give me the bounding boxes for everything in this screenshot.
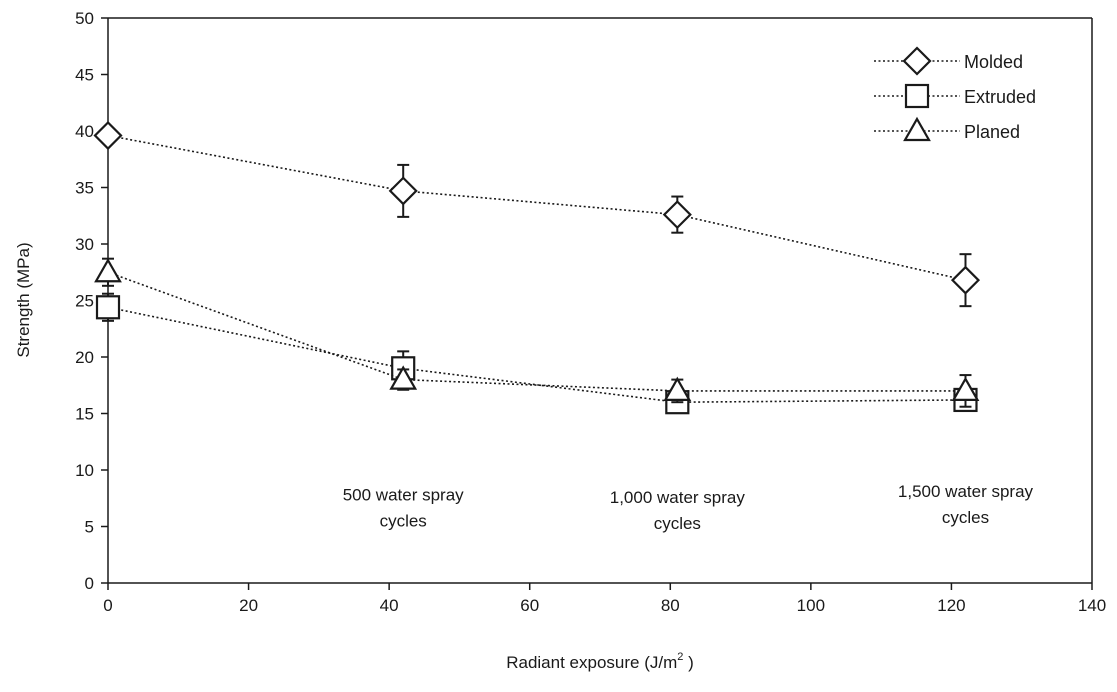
point-molded-2	[662, 200, 692, 230]
x-ticks: 0 20 40 60 80 100 120 140	[103, 583, 1106, 615]
point-planed-1	[389, 365, 418, 390]
annotation-0-line-0: 500 water spray	[343, 486, 464, 505]
x-tick-label-100: 100	[797, 596, 825, 615]
x-tick-label-80: 80	[661, 596, 680, 615]
x-tick-label-40: 40	[380, 596, 399, 615]
y-tick-label-45: 45	[75, 66, 94, 85]
annotation-0: 500 water spray cycles	[343, 486, 464, 531]
x-tick-label-120: 120	[937, 596, 965, 615]
annotation-2-line-0: 1,500 water spray	[898, 482, 1034, 501]
y-tick-label-30: 30	[75, 235, 94, 254]
point-planed-2	[663, 376, 692, 401]
point-molded-3	[950, 265, 981, 295]
y-tick-label-25: 25	[75, 292, 94, 311]
series-line-planed	[107, 271, 966, 392]
y-tick-label-40: 40	[75, 122, 94, 141]
x-axis-title-superscript: 2	[677, 651, 683, 663]
y-tick-label-50: 50	[75, 9, 94, 28]
point-extruded-0	[95, 295, 121, 320]
x-tick-label-20: 20	[239, 596, 258, 615]
legend-label-molded: Molded	[964, 52, 1023, 72]
series-layer	[93, 120, 981, 415]
legend: Molded Extruded Planed	[874, 46, 1036, 142]
x-axis-title-text: Radiant exposure (J/m	[506, 653, 677, 672]
point-planed-0	[94, 258, 122, 283]
legend-marker-planed	[903, 116, 931, 142]
legend-marker-molded	[902, 46, 932, 76]
y-tick-label-35: 35	[75, 179, 94, 198]
annotations: 500 water spray cycles 1,000 water spray cy…	[343, 482, 1034, 533]
legend-item-molded: Molded	[874, 46, 1023, 76]
annotation-0-line-1: cycles	[380, 512, 427, 531]
annotation-1-line-0: 1,000 water spray	[610, 488, 746, 507]
y-tick-label-0: 0	[85, 574, 94, 593]
legend-marker-extruded	[904, 83, 930, 109]
annotation-2-line-1: cycles	[942, 508, 989, 527]
legend-label-extruded: Extruded	[964, 87, 1036, 107]
legend-item-extruded: Extruded	[874, 83, 1036, 109]
series-extruded	[95, 292, 978, 415]
series-line-molded	[107, 134, 966, 281]
y-tick-label-5: 5	[85, 518, 94, 537]
x-tick-label-0: 0	[103, 596, 112, 615]
annotation-1-line-1: cycles	[654, 514, 701, 533]
y-tick-label-10: 10	[75, 461, 94, 480]
point-molded-1	[388, 176, 418, 206]
legend-label-planed: Planed	[964, 122, 1020, 142]
series-planed	[94, 257, 980, 408]
series-line-extruded	[107, 306, 966, 404]
x-tick-label-140: 140	[1078, 596, 1106, 615]
y-tick-label-20: 20	[75, 348, 94, 367]
point-molded-0	[93, 120, 123, 151]
x-tick-label-60: 60	[520, 596, 539, 615]
annotation-2: 1,500 water spray cycles	[898, 482, 1034, 527]
series-molded	[93, 120, 981, 308]
point-planed-3	[951, 376, 980, 401]
y-tick-label-15: 15	[75, 405, 94, 424]
x-axis-title: Radiant exposure (J/m2 )	[506, 651, 694, 672]
legend-item-planed: Planed	[874, 116, 1020, 142]
x-axis-title-close: )	[683, 653, 693, 672]
annotation-1: 1,000 water spray cycles	[610, 488, 746, 533]
y-axis-title: Strength (MPa)	[14, 242, 33, 357]
